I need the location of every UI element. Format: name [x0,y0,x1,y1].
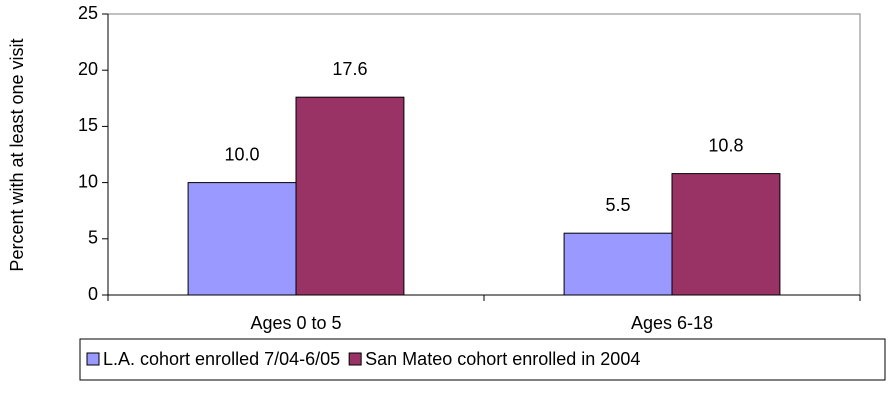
x-tick-label: Ages 6-18 [631,313,713,333]
data-label: 10.0 [225,144,260,164]
legend-swatch [348,352,362,366]
data-label: 5.5 [606,195,631,215]
bar [295,96,405,296]
y-tick-label: 20 [78,59,98,79]
bar [671,173,781,296]
legend-label: L.A. cohort enrolled 7/04-6/05 [103,349,340,369]
bar [563,232,673,296]
y-tick-label: 10 [78,171,98,191]
y-tick-label: 25 [78,3,98,23]
data-label: 17.6 [332,59,367,79]
data-label: 10.8 [708,135,743,155]
y-axis-label: Percent with at least one visit [7,38,27,271]
y-tick-label: 5 [88,228,98,248]
legend-box [79,338,886,381]
x-tick-label: Ages 0 to 5 [250,313,341,333]
legend-label: San Mateo cohort enrolled in 2004 [365,349,640,369]
y-tick-label: 0 [88,284,98,304]
bar [187,182,297,296]
legend-swatch [86,352,100,366]
y-tick-label: 15 [78,115,98,135]
